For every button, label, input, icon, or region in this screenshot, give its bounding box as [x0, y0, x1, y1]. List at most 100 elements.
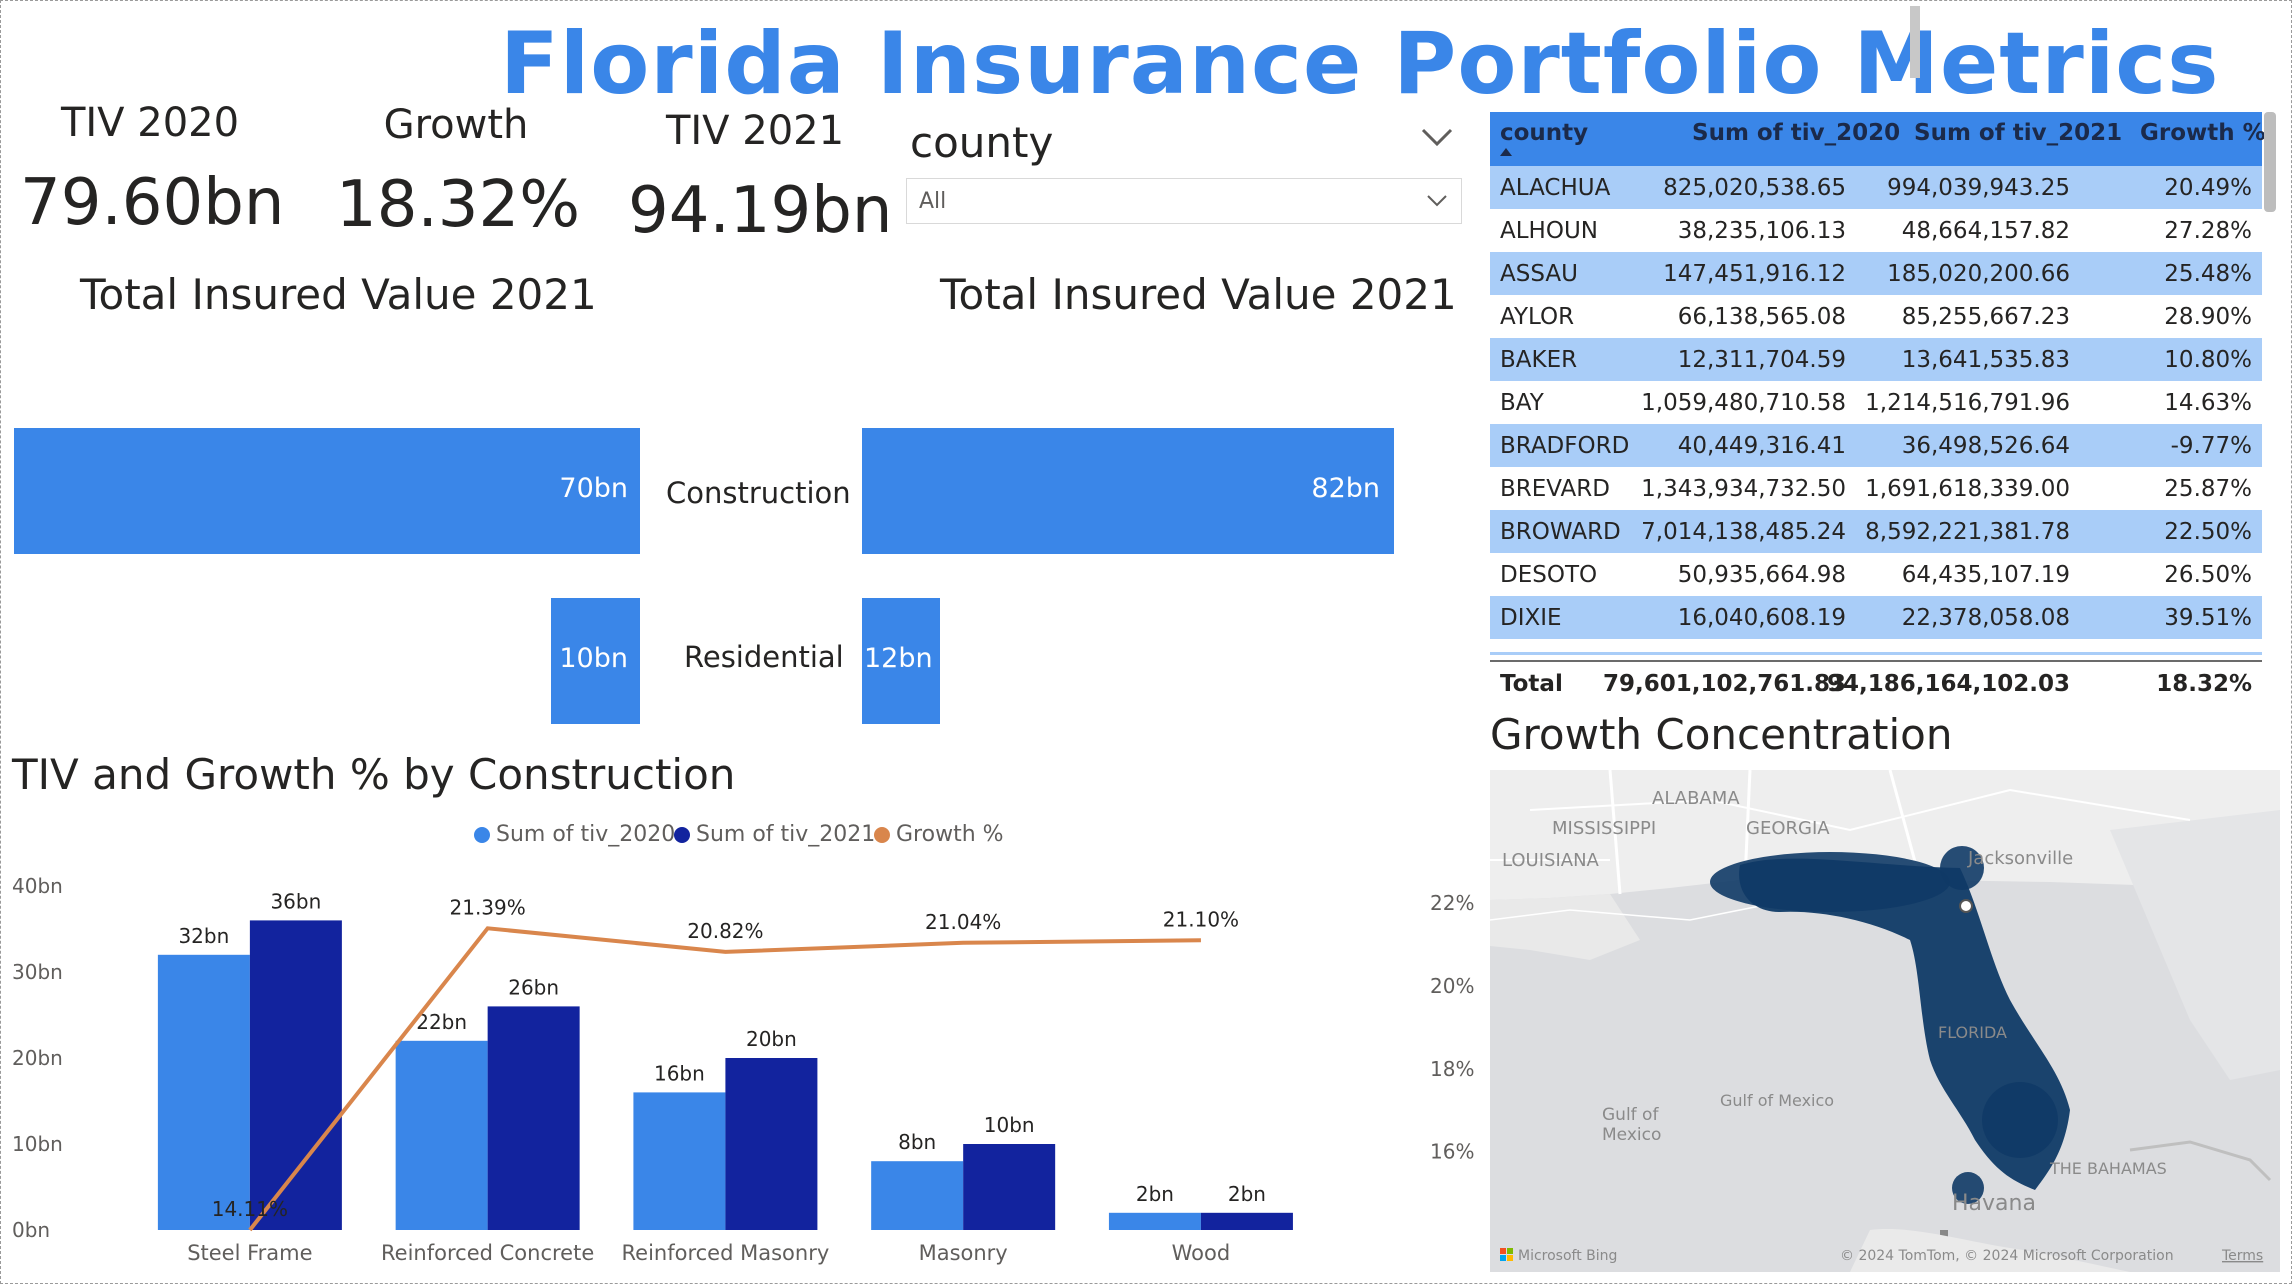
legend-growth[interactable]: Growth %: [874, 822, 1004, 847]
y-left-tick: 20bn: [12, 1046, 63, 1070]
bing-logo-text: Microsoft Bing: [1518, 1248, 1617, 1264]
map-title: Growth Concentration: [1490, 710, 1953, 759]
table-cell: 22.50%: [2164, 519, 2252, 545]
bar-tiv2020-label: 22bn: [416, 1010, 467, 1034]
right-bar-residential[interactable]: 12bn: [862, 598, 940, 724]
bar-tiv2020: [871, 1161, 964, 1230]
map-terms-link[interactable]: Terms: [2221, 1248, 2263, 1264]
table-cell: 1,691,618,339.00: [1865, 476, 2070, 502]
table-cell: 994,039,943.25: [1887, 175, 2070, 201]
table-cell: 38,235,106.13: [1677, 218, 1846, 244]
table-row[interactable]: BAKER 12,311,704.59 13,641,535.83 10.80%: [1490, 338, 2262, 381]
col-header-growth[interactable]: Growth %: [2140, 120, 2266, 146]
bar-tiv2020: [633, 1092, 726, 1230]
table-cell: BAY: [1500, 390, 1544, 416]
table-cell: 26.50%: [2164, 562, 2252, 588]
col-header-county[interactable]: county: [1500, 120, 1589, 146]
table-row[interactable]: AYLOR 66,138,565.08 85,255,667.23 28.90%: [1490, 295, 2262, 338]
table-cell: 85,255,667.23: [1901, 304, 2070, 330]
table-cell: 50,935,664.98: [1677, 562, 1846, 588]
table-cell: 7,014,138,485.24: [1641, 519, 1846, 545]
map-label-bahamas: THE BAHAMAS: [2049, 1159, 2167, 1178]
table-row[interactable]: BAY 1,059,480,710.58 1,214,516,791.96 14.63…: [1490, 381, 2262, 424]
table-cell: 20.49%: [2164, 175, 2252, 201]
kpi-tiv2021-label: TIV 2021: [665, 108, 845, 154]
bar-category-construction: Construction: [666, 476, 851, 510]
table-cell: DIXIE: [1500, 605, 1562, 631]
chevron-down-icon[interactable]: [1420, 120, 1454, 154]
table-cell: 1,059,480,710.58: [1641, 390, 1846, 416]
table-cell: 48,664,157.82: [1901, 218, 2070, 244]
map-label-louisiana: LOUISIANA: [1502, 850, 1600, 871]
legend-tiv2020[interactable]: Sum of tiv_2020: [474, 822, 675, 847]
map-attribution: © 2024 TomTom, © 2024 Microsoft Corporat…: [1840, 1248, 2174, 1264]
col-header-tiv2020[interactable]: Sum of tiv_2020: [1692, 120, 1901, 146]
county-slicer-dropdown[interactable]: All: [906, 178, 1462, 224]
table-scrollbar[interactable]: [2264, 112, 2276, 212]
right-bar-title: Total Insured Value 2021: [940, 270, 1457, 319]
table-total-row: Total 79,601,102,761.83 94,186,164,102.0…: [1490, 660, 2262, 705]
x-category-tick: Reinforced Concrete: [381, 1241, 594, 1265]
y-left-tick: 40bn: [12, 874, 63, 898]
table-row[interactable]: DIXIE 16,040,608.19 22,378,058.08 39.51%: [1490, 596, 2262, 639]
table-cell: 27.28%: [2164, 218, 2252, 244]
dropdown-chevron-icon: [1427, 195, 1447, 207]
table-cell: 25.87%: [2164, 476, 2252, 502]
table-row[interactable]: ALACHUA 825,020,538.65 994,039,943.25 20.49…: [1490, 166, 2262, 209]
map-label-georgia: GEORGIA: [1746, 818, 1830, 839]
legend-tiv2021[interactable]: Sum of tiv_2021: [674, 822, 875, 847]
table-row[interactable]: BRADFORD 40,449,316.41 36,498,526.64 -9.77%: [1490, 424, 2262, 467]
bar-tiv2021-label: 10bn: [984, 1113, 1035, 1137]
county-slicer-title: county: [910, 118, 1054, 167]
left-bar-residential[interactable]: 10bn: [550, 598, 640, 724]
right-bar-value: 82bn: [1311, 473, 1380, 504]
table-row[interactable]: ASSAU 147,451,916.12 185,020,200.66 25.48%: [1490, 252, 2262, 295]
table-header: county Sum of tiv_2020 Sum of tiv_2021 G…: [1490, 112, 2266, 166]
combo-chart-title: TIV and Growth % by Construction: [12, 750, 736, 799]
bar-tiv2021-label: 20bn: [746, 1027, 797, 1051]
y-right-tick: 22%: [1430, 891, 1474, 915]
combo-chart: 0bn 10bn 20bn 30bn 40bn 16% 18% 20% 22% 32bn 36bn S…: [12, 874, 1474, 1265]
table-cell: 825,020,538.65: [1663, 175, 1846, 201]
growth-map[interactable]: ALABAMA MISSISSIPPI GEORGIA LOUISIANA Ja…: [1490, 770, 2280, 1272]
county-table: county Sum of tiv_2020 Sum of tiv_2021 G…: [1490, 112, 2266, 705]
growth-label: 21.10%: [1163, 907, 1239, 931]
table-cell: ASSAU: [1500, 261, 1578, 287]
table-cell: DESOTO: [1500, 562, 1598, 588]
table-cell: BREVARD: [1500, 476, 1610, 502]
y-right-tick: 20%: [1430, 974, 1474, 998]
col-header-tiv2021[interactable]: Sum of tiv_2021: [1914, 120, 2123, 146]
title-divider: [1910, 6, 1920, 78]
right-bar-construction[interactable]: 82bn: [862, 428, 1394, 554]
table-row[interactable]: BROWARD 7,014,138,485.24 8,592,221,381.78 2…: [1490, 510, 2262, 553]
total-tiv2021: 94,186,164,102.03: [1827, 671, 2070, 697]
map-label-gulf-of-mexico-2: Gulf of Mexico: [1602, 1105, 1661, 1145]
bar-tiv2020: [1108, 1212, 1201, 1230]
y-left-tick: 10bn: [12, 1132, 63, 1156]
kpi-growth-value: 18.32%: [336, 168, 581, 242]
table-cell: 12,311,704.59: [1677, 347, 1846, 373]
bar-tiv2020-label: 8bn: [898, 1130, 936, 1154]
left-bar-construction[interactable]: 70bn: [14, 428, 640, 554]
table-row[interactable]: DESOTO 50,935,664.98 64,435,107.19 26.50%: [1490, 553, 2262, 596]
growth-label: 21.39%: [450, 895, 526, 919]
page-title: Florida Insurance Portfolio Metrics: [500, 14, 2220, 114]
total-tiv2020: 79,601,102,761.83: [1603, 671, 1846, 697]
table-cell: 147,451,916.12: [1663, 261, 1846, 287]
table-cell: 66,138,565.08: [1677, 304, 1846, 330]
table-cell: 185,020,200.66: [1887, 261, 2070, 287]
table-row[interactable]: ALHOUN 38,235,106.13 48,664,157.82 27.28%: [1490, 209, 2262, 252]
x-category-tick: Reinforced Masonry: [622, 1241, 830, 1265]
growth-label: 14.11%: [212, 1197, 288, 1221]
kpi-tiv2020-label: TIV 2020: [60, 100, 240, 146]
left-bar-title: Total Insured Value 2021: [80, 270, 597, 319]
table-row[interactable]: BREVARD 1,343,934,732.50 1,691,618,339.00 2…: [1490, 467, 2262, 510]
legend-tiv2020-label: Sum of tiv_2020: [496, 822, 676, 847]
y-right-tick: 18%: [1430, 1057, 1474, 1081]
map-label-alabama: ALABAMA: [1652, 788, 1740, 809]
table-cell: 36,498,526.64: [1901, 433, 2070, 459]
table-cell: 13,641,535.83: [1901, 347, 2070, 373]
y-right-tick: 16%: [1430, 1140, 1474, 1164]
legend-dot-icon: [874, 827, 890, 843]
bar-tiv2021-label: 2bn: [1228, 1182, 1266, 1206]
